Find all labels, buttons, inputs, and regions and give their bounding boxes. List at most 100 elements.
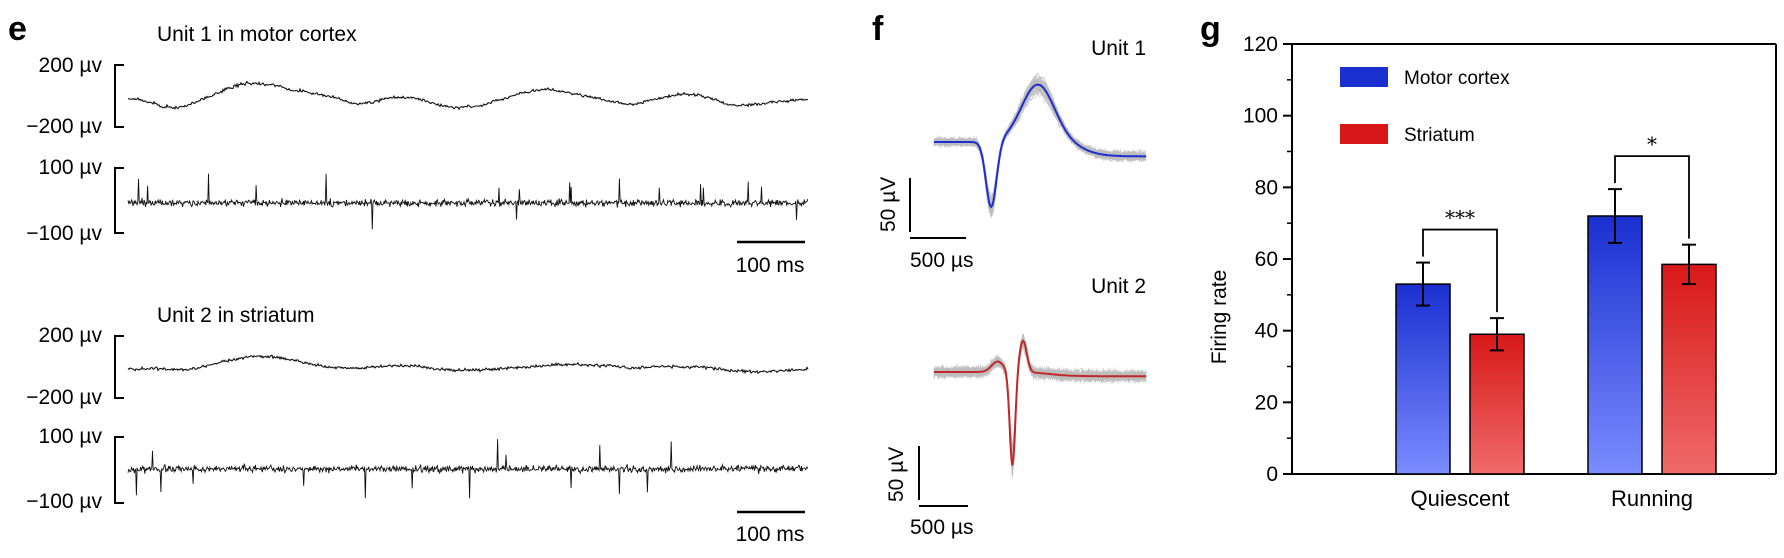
unit1-title: Unit 1 in motor cortex [157, 23, 357, 46]
unit2-spike-scale-bracket [114, 436, 124, 504]
waveform-sample [933, 342, 1147, 451]
waveform-sample [933, 337, 1147, 465]
waveform-sample [933, 338, 1147, 465]
significance-label: *** [1445, 206, 1475, 230]
waveform-sample [933, 339, 1147, 463]
significance-bracket [1614, 155, 1690, 239]
waveform-sample [933, 342, 1147, 460]
waveform-sample [933, 336, 1147, 471]
waveform-sample [933, 345, 1147, 457]
panel-letter-f: f [872, 10, 884, 48]
waveform-sample [933, 76, 1147, 219]
waveform-sample [933, 337, 1147, 475]
unit1-lfp-trace [127, 80, 809, 111]
waveform-unit1-overlay [933, 72, 1147, 219]
unit1-lfp-scale-bracket [114, 64, 124, 128]
waveform-sample [933, 338, 1147, 468]
panel-e: e Unit 1 in motor cortex 200 µv −200 µv … [8, 10, 809, 546]
unit1-spike-bottom-label: −100 µv [26, 222, 102, 245]
legend-swatch [1340, 67, 1388, 87]
waveform-sample [933, 340, 1147, 463]
waveform-sample [934, 341, 1147, 462]
waveform-sample [933, 343, 1147, 459]
panel-g: g Firing rate 0 20 40 60 80 100 120 *** Quiescen… [1200, 10, 1777, 511]
unit1-time-scale-label: 100 ms [736, 254, 805, 277]
waveform-sample [933, 337, 1147, 464]
waveform-sample [933, 343, 1147, 452]
unit2-title: Unit 2 in striatum [157, 304, 315, 327]
x-tick-label: Quiescent [1410, 486, 1509, 511]
waveform-sample [933, 337, 1147, 463]
y-tick-label: 100 [1243, 105, 1278, 128]
bar [1661, 263, 1717, 475]
waveform-sample [933, 333, 1147, 471]
waveform-sample [933, 338, 1147, 463]
waveform-sample [933, 341, 1147, 472]
unit2-lfp-top-label: 200 µv [39, 324, 103, 347]
bar [1587, 215, 1643, 475]
waveform-sample [933, 85, 1147, 210]
legend-swatch [1340, 124, 1388, 144]
waveform-sample [933, 340, 1147, 462]
waveform-sample [933, 342, 1147, 461]
waveform-sample [933, 344, 1147, 462]
unit1-spike-trace [127, 173, 809, 230]
waveform-sample [933, 339, 1147, 466]
waveform-sample [933, 339, 1147, 468]
waveform-sample [933, 335, 1147, 470]
unit2-lfp-scale-bracket [114, 335, 124, 399]
waveform-sample [933, 339, 1147, 474]
y-tick-label: 60 [1255, 248, 1278, 271]
waveform-sample [933, 342, 1147, 468]
unit2-time-scale-label: 100 ms [736, 523, 805, 546]
waveform-sample [933, 343, 1147, 450]
waveform-unit1-amp-scale-label: 50 µV [877, 177, 900, 232]
y-axis-title: Firing rate [1208, 270, 1231, 365]
panel-f: f Unit 1 50 µV 500 µs Unit 2 50 µV 500 µ… [872, 10, 1147, 539]
significance-bracket [1422, 228, 1498, 313]
waveform-sample [933, 338, 1147, 466]
waveform-sample [933, 344, 1147, 449]
waveform-sample [933, 345, 1147, 454]
waveform-sample [933, 340, 1147, 464]
waveform-sample [933, 343, 1147, 458]
waveform-unit2-time-scale-label: 500 µs [910, 516, 973, 539]
unit1-spike-top-label: 100 µv [39, 156, 103, 179]
waveform-sample [933, 343, 1147, 466]
waveform-sample [933, 343, 1147, 461]
waveform-sample [933, 343, 1147, 451]
waveform-sample [934, 339, 1147, 458]
waveform-sample [933, 339, 1147, 464]
waveform-unit1-mean [934, 83, 1146, 209]
waveform-sample [933, 344, 1147, 460]
y-tick-label: 120 [1243, 33, 1278, 56]
waveform-sample [933, 340, 1147, 463]
unit2-lfp-trace [127, 354, 809, 375]
waveform-sample [933, 334, 1147, 471]
waveform-sample [933, 342, 1147, 450]
waveform-sample [933, 338, 1147, 466]
bar [1469, 333, 1525, 475]
waveform-sample [933, 339, 1147, 474]
waveform-unit2-mean [934, 339, 1146, 466]
unit2-spike-top-label: 100 µv [39, 425, 103, 448]
significance-label: * [1647, 132, 1657, 156]
waveform-unit2-overlay [933, 333, 1147, 478]
waveform-sample [933, 344, 1147, 455]
waveform-unit2-amp-scale-label: 50 µV [885, 447, 908, 502]
waveform-sample [933, 343, 1147, 455]
waveform-sample [933, 341, 1147, 463]
waveform-sample [933, 344, 1147, 452]
waveform-sample [933, 89, 1147, 206]
waveform-sample [933, 343, 1147, 450]
waveform-sample [933, 343, 1147, 460]
unit1-lfp-top-label: 200 µv [39, 54, 103, 77]
x-tick-label: Running [1611, 486, 1693, 511]
waveform-sample [933, 340, 1147, 468]
waveform-unit2-label: Unit 2 [1091, 275, 1146, 298]
y-tick-label: 0 [1266, 463, 1278, 486]
waveform-sample [933, 338, 1147, 467]
unit1-spike-scale-bracket [114, 167, 124, 234]
unit2-spike-trace [127, 439, 809, 499]
